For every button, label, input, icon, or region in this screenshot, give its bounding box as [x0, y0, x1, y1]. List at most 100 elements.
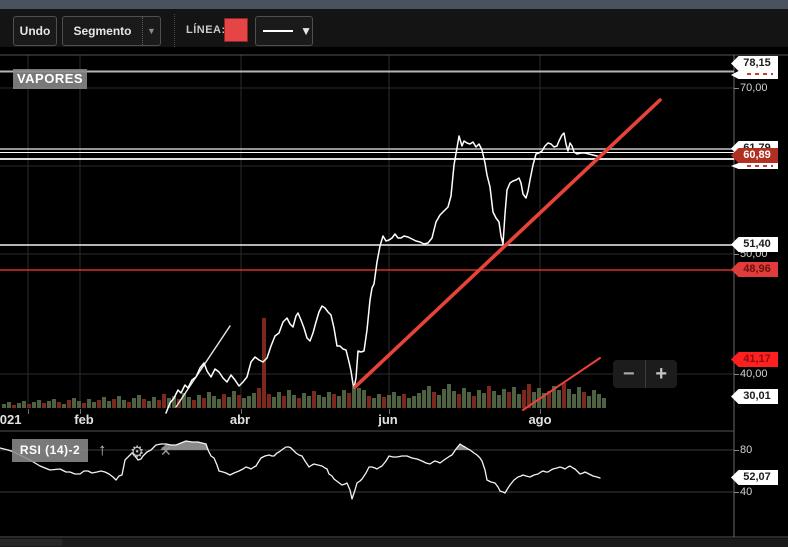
volume-bar [532, 392, 536, 408]
volume-bar [257, 388, 261, 408]
volume-bar [167, 398, 171, 408]
volume-bar [182, 393, 186, 408]
volume-bar [312, 391, 316, 408]
partial-badge [731, 71, 778, 79]
time-axis-label: jun [378, 412, 398, 427]
time-axis-label: feb [74, 412, 94, 427]
red-trend-line[interactable] [353, 98, 662, 389]
chevron-down-icon[interactable]: ▼ [300, 24, 312, 38]
rsi-line [0, 440, 601, 500]
undo-button[interactable]: Undo [13, 16, 57, 46]
gear-icon[interactable]: ⚙ [130, 444, 145, 461]
time-axis-label: ago [528, 412, 552, 427]
volume-bar [162, 394, 166, 408]
zoom-in-button[interactable]: + [644, 360, 678, 388]
volume-bar [507, 392, 511, 408]
drawing-toolbar: Undo Segmento ▼ LÍNEA: ▼ [0, 9, 788, 47]
volume-bar [77, 401, 81, 408]
toolbar-divider [174, 14, 175, 47]
volume-bar [287, 390, 291, 408]
volume-bar [552, 386, 556, 408]
volume-bar [577, 387, 581, 408]
volume-bar [402, 394, 406, 408]
volume-bar [487, 386, 491, 408]
volume-bar [267, 394, 271, 408]
volume-bar [397, 396, 401, 408]
volume-bar [497, 395, 501, 408]
price-badge: 41,17 [731, 352, 778, 367]
linea-label: LÍNEA: [186, 24, 226, 36]
volume-bar [352, 386, 356, 408]
volume-bar [157, 400, 161, 408]
axis-tick [734, 88, 739, 89]
volume-bar [122, 400, 126, 408]
volume-bar [37, 400, 41, 408]
price-axis-label: 40 [740, 486, 753, 498]
time-axis-tick [80, 409, 81, 414]
volume-bar [592, 390, 596, 408]
volume-bar [427, 386, 431, 408]
line-color-swatch[interactable] [224, 18, 248, 42]
price-axis-label: 40,00 [740, 368, 768, 380]
price-axis-label: 70,00 [740, 82, 768, 94]
line-style-dropdown[interactable]: ▼ [255, 16, 313, 46]
volume-bar [412, 396, 416, 408]
zoom-out-button[interactable]: − [622, 362, 635, 385]
volume-bar [482, 393, 486, 408]
volume-bar [387, 395, 391, 408]
price-badge: 78,15 [731, 56, 778, 71]
volume-bar [512, 387, 516, 408]
price-axis-label: 80 [740, 444, 753, 456]
volume-bar [62, 404, 66, 408]
volume-bar [132, 398, 136, 408]
price-badge: 30,01 [731, 389, 778, 404]
white-trend-segment[interactable] [175, 325, 231, 408]
volume-bar [567, 389, 571, 408]
time-axis-label: abr [229, 412, 251, 427]
volume-bar [57, 402, 61, 408]
volume-bar [332, 394, 336, 408]
volume-bar [112, 399, 116, 408]
horizontal-scrollbar[interactable] [0, 538, 788, 547]
volume-bar [452, 391, 456, 408]
chevron-down-icon[interactable]: ▼ [142, 17, 160, 45]
volume-bar [102, 397, 106, 408]
volume-bar [557, 390, 561, 408]
volume-bar [457, 394, 461, 408]
symbol-label: VAPORES [13, 69, 87, 89]
axis-tick [734, 450, 739, 451]
volume-bar [17, 403, 21, 408]
volume-bar [307, 396, 311, 408]
volume-bar [72, 398, 76, 408]
volume-bar [517, 394, 521, 408]
volume-bar [92, 402, 96, 408]
scrollbar-handle[interactable] [0, 539, 62, 546]
axis-tick [734, 254, 739, 255]
time-axis-tick [28, 409, 29, 414]
volume-bar [172, 396, 176, 408]
segment-dropdown[interactable]: Segmento ▼ [62, 16, 161, 46]
volume-bar [542, 393, 546, 408]
volume-bar [292, 395, 296, 408]
volume-bar [222, 394, 226, 408]
volume-bar [237, 395, 241, 408]
volume-bar [342, 390, 346, 408]
volume-bar [242, 398, 246, 408]
volume-bar [337, 396, 341, 408]
volume-bar [12, 405, 16, 408]
move-up-icon[interactable]: ↑ [98, 440, 107, 459]
volume-bar [462, 388, 466, 408]
volume-bar [262, 318, 266, 408]
volume-bar [562, 383, 566, 408]
volume-bar [392, 392, 396, 408]
time-axis-tick [540, 409, 541, 414]
close-icon[interactable]: ✕ [160, 443, 172, 459]
red-small-segment[interactable] [522, 357, 601, 411]
volume-bar [97, 400, 101, 408]
volume-bar [467, 392, 471, 408]
time-axis-label: 2021 [0, 412, 22, 427]
volume-bar [422, 390, 426, 408]
volume-bar [42, 403, 46, 408]
volume-bar [477, 390, 481, 408]
